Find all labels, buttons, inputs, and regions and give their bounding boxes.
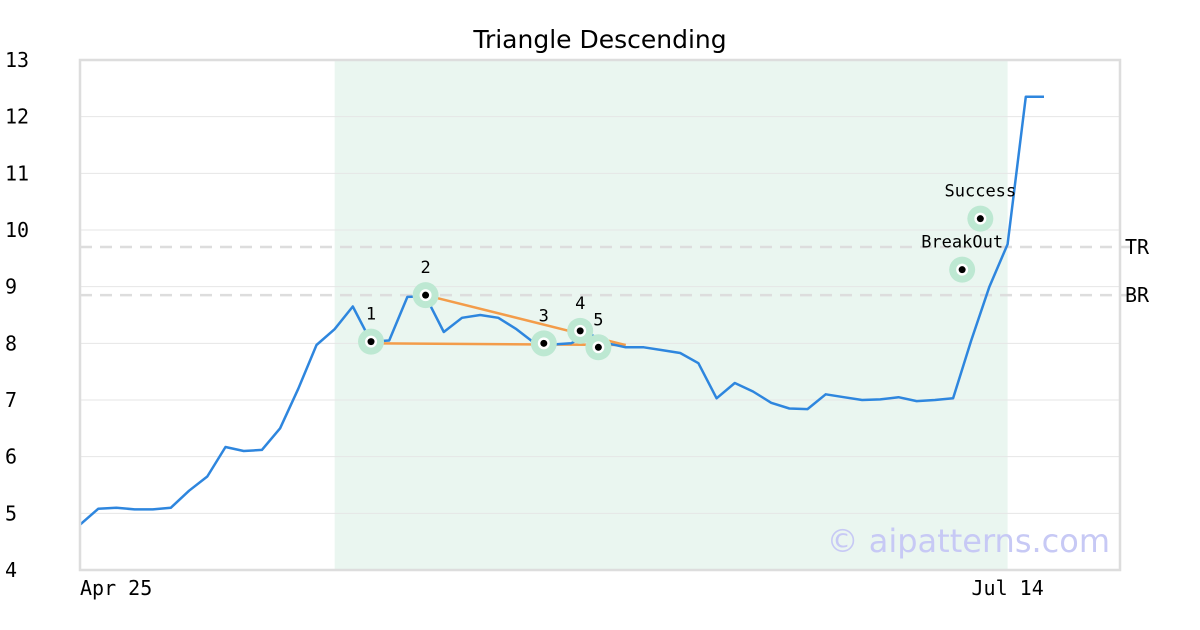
marker-label: 5 [593,310,603,330]
marker-label: BreakOut [921,233,1003,253]
y-tick-label: 8 [5,331,17,355]
marker-dot [576,327,584,335]
marker-dot [958,266,966,274]
marker-label: 4 [575,294,585,314]
reference-label-br: BR [1125,283,1150,307]
reference-label-tr: TR [1125,235,1150,259]
x-tick-label: Apr 25 [80,576,152,600]
marker-dot [422,291,430,299]
x-tick-label: Jul 14 [971,576,1043,600]
y-tick-label: 13 [5,48,29,72]
y-tick-label: 10 [5,218,29,242]
marker-label: Success [945,182,1017,202]
y-tick-label: 12 [5,105,29,129]
marker-dot [976,215,984,223]
y-tick-label: 6 [5,445,17,469]
watermark: © aipatterns.com [827,522,1110,560]
highlight-region [334,60,1008,570]
y-tick-label: 11 [5,161,29,185]
chart-title: Triangle Descending [472,25,726,54]
y-tick-label: 5 [5,501,17,525]
marker-dot [540,339,548,347]
y-tick-label: 7 [5,388,17,412]
trendline [371,342,626,347]
marker-dot [594,343,602,351]
y-tick-label: 4 [5,558,17,582]
plot-border [78,58,1122,572]
price-line [79,95,1044,526]
marker-dot [367,338,375,346]
marker-label: 1 [366,305,376,325]
marker-label: 3 [539,306,549,326]
marker-label: 2 [420,258,430,278]
y-tick-label: 9 [5,275,17,299]
